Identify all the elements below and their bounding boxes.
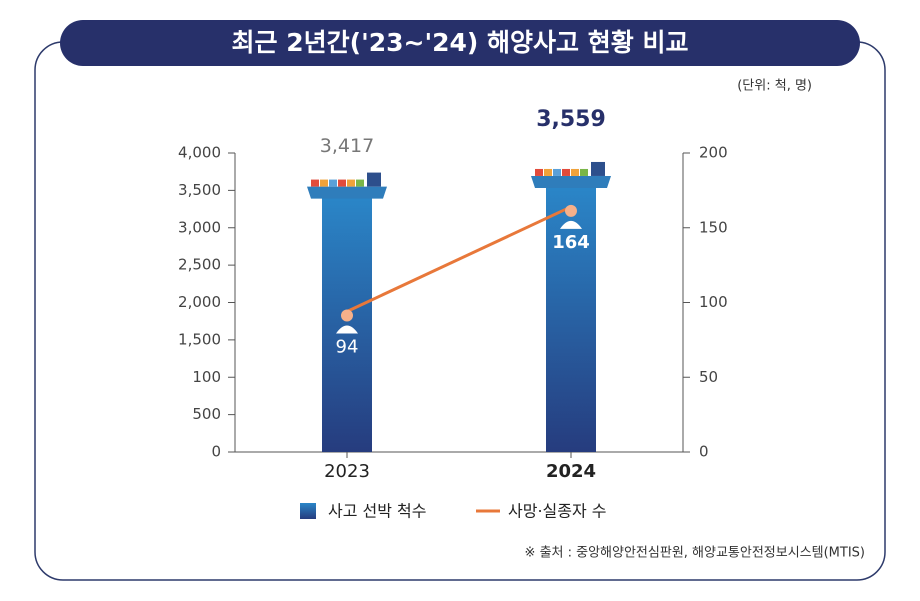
legend-label: 사망·실종자 수 [508,502,607,521]
person-head [341,309,353,322]
ship-container [311,179,319,187]
legend-swatch [300,503,316,519]
y2-tick-label: 50 [699,368,718,386]
ship-hull [307,186,387,199]
y-tick-label: 100 [192,368,221,386]
ship-container [329,179,337,187]
line [346,205,572,313]
x-tick-label: 2023 [324,461,370,482]
ship-bridge [591,161,605,176]
bar [322,196,372,452]
y2-tick-label: 100 [699,293,728,311]
ship-container [356,179,364,187]
bar [546,185,596,452]
line-value-label: 164 [552,232,590,253]
ship-icon [531,161,611,188]
y-tick-label: 500 [192,405,221,423]
ship-container [535,168,543,176]
ship-icon [307,172,387,199]
x-tick-label: 2024 [546,461,596,482]
y2-tick-label: 200 [699,144,728,162]
y-tick-label: 3,000 [178,218,221,236]
y2-tick-label: 150 [699,218,728,236]
person-head [565,204,577,217]
ship-container [580,168,588,176]
person-body [336,325,358,334]
bar-value-label: 3,417 [320,135,374,157]
person-body [560,220,582,229]
y-tick-label: 4,000 [178,144,221,162]
title-banner [60,20,860,66]
y-tick-label: 1,500 [178,330,221,348]
ship-bridge [367,172,381,187]
ship-container [320,179,328,187]
y-tick-label: 0 [211,443,221,461]
ship-container [562,168,570,176]
card [34,41,886,581]
bar-value-label: 3,559 [536,107,606,132]
source-note: ※ 출처 : 중앙해양안전심판원, 해양교통안전정보시스템(MTIS) [525,546,865,561]
y-tick-label: 2,000 [178,293,221,311]
ship-container [347,179,355,187]
line-value-label: 94 [336,336,359,357]
ship-container [553,168,561,176]
ship-container [544,168,552,176]
y-tick-label: 2,500 [178,256,221,274]
ship-container [338,179,346,187]
ship-container [571,168,579,176]
y2-tick-label: 0 [699,443,709,461]
chart-title: 최근 2년간('23~'24) 해양사고 현황 비교 [232,28,689,57]
ship-hull [531,175,611,188]
unit-note: (단위: 척, 명) [737,79,812,94]
legend-label: 사고 선박 척수 [328,502,427,521]
y-tick-label: 3,500 [178,181,221,199]
